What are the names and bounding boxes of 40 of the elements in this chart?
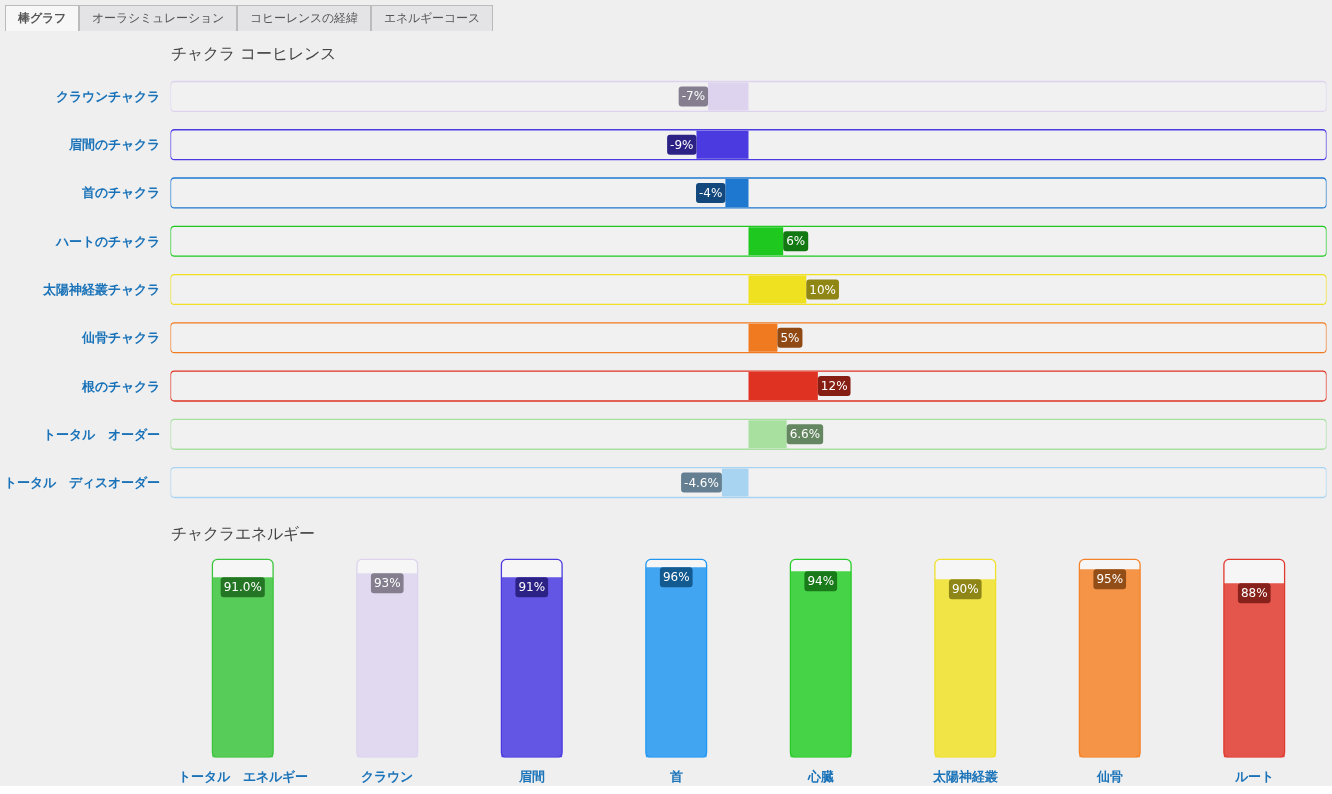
chart-title: チャクラエネルギー xyxy=(170,523,315,543)
x-tick-label: ルート xyxy=(1233,768,1274,784)
text: コヒーレンスの経緯 xyxy=(237,5,371,32)
y-tick-label: 太陽神経叢チャクラ xyxy=(41,282,160,297)
y-tick-label: 眉間のチャクラ xyxy=(67,137,160,153)
text: オーラシミュレーション xyxy=(79,5,237,32)
text: エネルギーコース xyxy=(371,5,493,32)
y-tick-label: トータル オーダー xyxy=(42,426,160,442)
data-label: -4% xyxy=(699,185,723,200)
data-label: 90% xyxy=(951,582,979,597)
data-label: 6.6% xyxy=(789,427,821,442)
y-tick-label: 仙骨チャクラ xyxy=(80,330,160,346)
x-tick-label: トータル エネルギー xyxy=(177,768,308,784)
y-tick-label: 根のチャクラ xyxy=(80,378,160,394)
data-label: 12% xyxy=(820,379,848,394)
x-tick-label: 眉間 xyxy=(517,768,545,784)
data-label: -4.6% xyxy=(684,475,719,490)
y-tick-label: トータル ディスオーダー xyxy=(3,475,160,491)
text: 棒グラフ xyxy=(5,5,79,32)
data-label: 95% xyxy=(1096,572,1124,587)
chart-title: チャクラ コーヒレンス xyxy=(170,43,336,63)
data-label: 93% xyxy=(373,576,401,591)
data-label: 91.0% xyxy=(223,580,262,595)
x-tick-label: クラウン xyxy=(361,768,414,784)
data-label: 96% xyxy=(662,570,690,585)
data-label: 6% xyxy=(786,234,806,249)
data-label: -9% xyxy=(670,137,694,152)
data-label: 91% xyxy=(518,580,546,595)
data-label: 5% xyxy=(780,330,800,345)
data-label: 94% xyxy=(807,574,835,589)
x-tick-label: 心臓 xyxy=(806,768,834,784)
x-tick-label: 仙骨 xyxy=(1095,768,1123,784)
data-label: -7% xyxy=(681,89,706,104)
y-tick-label: ハートのチャクラ xyxy=(54,233,160,249)
data-label: 88% xyxy=(1240,586,1268,601)
x-tick-label: 太陽神経叢 xyxy=(931,768,998,784)
y-tick-label: 首のチャクラ xyxy=(80,185,160,201)
data-label: 10% xyxy=(809,282,836,297)
y-tick-label: クラウンチャクラ xyxy=(55,88,160,104)
x-tick-label: 首 xyxy=(668,768,683,784)
